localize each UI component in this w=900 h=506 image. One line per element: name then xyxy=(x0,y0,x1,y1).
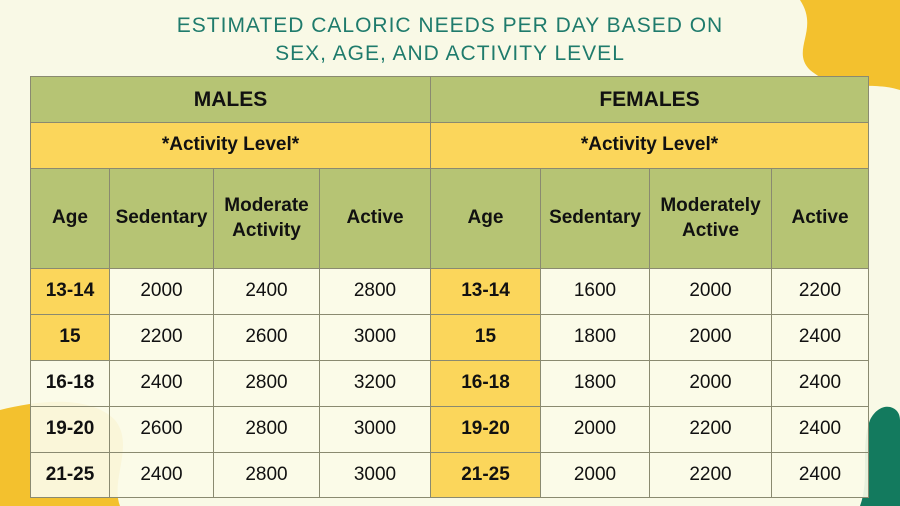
value-cell: 2800 xyxy=(213,452,320,498)
value-cell: 2400 xyxy=(771,452,869,498)
green-blob xyxy=(860,406,900,506)
age-cell: 13-14 xyxy=(430,268,541,315)
age-cell: 16-18 xyxy=(30,360,110,407)
value-cell: 2000 xyxy=(649,268,772,315)
value-cell: 2400 xyxy=(771,314,869,361)
value-cell: 2600 xyxy=(213,314,320,361)
value-cell: 2000 xyxy=(649,314,772,361)
value-cell: 3000 xyxy=(319,452,431,498)
value-cell: 1800 xyxy=(540,360,650,407)
group-header: MALES xyxy=(30,76,431,123)
value-cell: 2800 xyxy=(213,406,320,453)
age-cell: 15 xyxy=(30,314,110,361)
value-cell: 2400 xyxy=(771,406,869,453)
column-header: Active xyxy=(319,168,431,269)
age-cell: 21-25 xyxy=(430,452,541,498)
column-header: Sedentary xyxy=(109,168,214,269)
value-cell: 1600 xyxy=(540,268,650,315)
title-line: ESTIMATED CALORIC NEEDS PER DAY BASED ON xyxy=(176,14,724,37)
column-header: Moderately Active xyxy=(649,168,772,269)
value-cell: 2200 xyxy=(649,452,772,498)
value-cell: 2400 xyxy=(771,360,869,407)
value-cell: 2800 xyxy=(319,268,431,315)
value-cell: 2000 xyxy=(649,360,772,407)
column-header: Age xyxy=(30,168,110,269)
column-header: Age xyxy=(430,168,541,269)
age-cell: 16-18 xyxy=(430,360,541,407)
column-header: Active xyxy=(771,168,869,269)
value-cell: 2000 xyxy=(540,406,650,453)
activity-header: *Activity Level* xyxy=(430,122,869,169)
activity-header: *Activity Level* xyxy=(30,122,431,169)
value-cell: 2800 xyxy=(213,360,320,407)
age-cell: 19-20 xyxy=(430,406,541,453)
value-cell: 3000 xyxy=(319,406,431,453)
value-cell: 2000 xyxy=(540,452,650,498)
group-header: FEMALES xyxy=(430,76,869,123)
value-cell: 2000 xyxy=(109,268,214,315)
age-cell: 19-20 xyxy=(30,406,110,453)
value-cell: 2400 xyxy=(213,268,320,315)
column-header: Sedentary xyxy=(540,168,650,269)
age-cell: 13-14 xyxy=(30,268,110,315)
value-cell: 2400 xyxy=(109,452,214,498)
yellow-blob xyxy=(800,0,900,90)
column-header: Moderate Activity xyxy=(213,168,320,269)
title-line: SEX, AGE, AND ACTIVITY LEVEL xyxy=(275,42,625,65)
age-cell: 21-25 xyxy=(30,452,110,498)
value-cell: 1800 xyxy=(540,314,650,361)
value-cell: 2200 xyxy=(771,268,869,315)
value-cell: 3200 xyxy=(319,360,431,407)
value-cell: 2400 xyxy=(109,360,214,407)
age-cell: 15 xyxy=(430,314,541,361)
value-cell: 2200 xyxy=(109,314,214,361)
value-cell: 3000 xyxy=(319,314,431,361)
value-cell: 2200 xyxy=(649,406,772,453)
value-cell: 2600 xyxy=(109,406,214,453)
